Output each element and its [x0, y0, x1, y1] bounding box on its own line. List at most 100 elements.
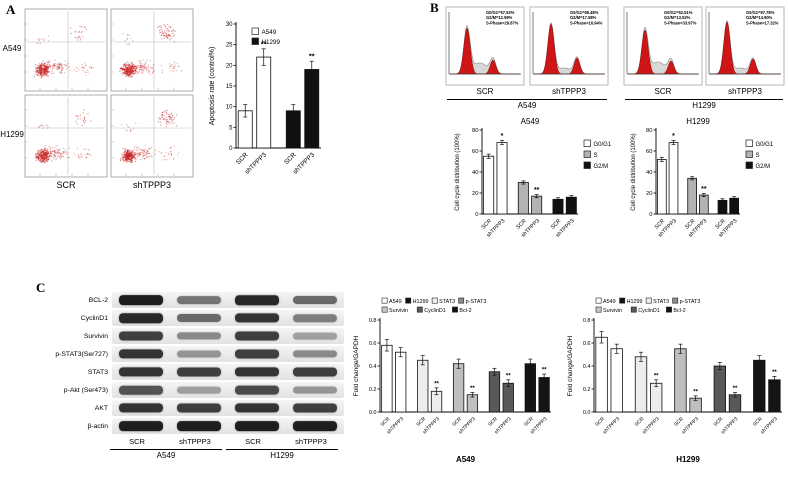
- svg-text:G2/M=14.90%: G2/M=14.90%: [746, 15, 773, 20]
- svg-text:S: S: [756, 153, 760, 159]
- svg-text:*: *: [672, 133, 675, 140]
- svg-text:STAT3: STAT3: [653, 299, 669, 305]
- blot-group-label-a549: A549: [156, 451, 176, 460]
- panel-a-label: A: [6, 2, 16, 17]
- panel-c-label: C: [36, 280, 46, 295]
- blot-band: [235, 349, 279, 359]
- blot-row: BCL-2: [48, 291, 344, 309]
- blot-band: [177, 386, 221, 394]
- svg-text:**: **: [772, 370, 777, 376]
- svg-text:S-Phase=33.97%: S-Phase=33.97%: [664, 20, 697, 25]
- svg-text:**: **: [261, 39, 267, 48]
- svg-text:40: 40: [472, 170, 478, 176]
- svg-text:**: **: [506, 373, 511, 379]
- col-label-shtppp3: shTPPP3: [132, 180, 172, 190]
- svg-text:Apoptosis rate (control%): Apoptosis rate (control%): [209, 47, 216, 126]
- blot-strip: [112, 310, 344, 326]
- blot-row: p-STAT3(Ser727): [48, 345, 344, 363]
- svg-text:**: **: [309, 52, 315, 61]
- svg-text:STAT3: STAT3: [439, 299, 455, 305]
- blot-row: Survivin: [48, 327, 344, 345]
- lane-label-scr-1: SCR: [129, 437, 145, 446]
- svg-text:shTPPP3: shTPPP3: [760, 416, 779, 435]
- svg-text:10: 10: [226, 105, 233, 111]
- cellcycle-histogram-h1299-scr: G0/G1=52.51%G2/M=13.52%S-Phase=33.97%: [623, 6, 703, 86]
- blot-band: [293, 314, 337, 322]
- svg-text:S-Phase=16.94%: S-Phase=16.94%: [570, 20, 603, 25]
- lane-label-shtppp3-1: shTPPP3: [179, 437, 211, 446]
- blot-row: AKT: [48, 399, 344, 417]
- blot-band: [293, 421, 337, 431]
- svg-text:H1299: H1299: [413, 299, 429, 305]
- svg-text:0: 0: [649, 212, 652, 218]
- svg-text:SCR: SCR: [451, 416, 463, 428]
- blot-strip: [112, 346, 344, 362]
- blot-row-label: CyclinD1: [80, 314, 108, 322]
- svg-text:A549: A549: [603, 299, 616, 305]
- svg-text:G0/G1=67.78%: G0/G1=67.78%: [746, 10, 775, 15]
- svg-text:SCR: SCR: [752, 416, 764, 428]
- hist-label-shtppp3-1: shTPPP3: [552, 87, 586, 96]
- svg-text:20: 20: [646, 191, 652, 197]
- blot-band: [119, 331, 163, 341]
- svg-text:60: 60: [646, 149, 652, 155]
- cellcycle-histogram-a549-scr: G0/G1=57.53%G2/M=12.59%S-Phase=29.87%: [445, 6, 525, 86]
- svg-text:Cell cycle distribution (100%): Cell cycle distribution (100%): [455, 133, 461, 210]
- svg-text:**: **: [434, 381, 439, 387]
- svg-text:0.4: 0.4: [583, 364, 591, 370]
- blot-band: [293, 403, 337, 413]
- svg-text:**: **: [470, 386, 475, 392]
- blot-band: [119, 295, 163, 305]
- svg-text:SCR: SCR: [415, 416, 427, 428]
- svg-text:H1299: H1299: [686, 117, 710, 126]
- svg-text:0.2: 0.2: [369, 387, 377, 393]
- svg-text:SCR: SCR: [673, 416, 685, 428]
- blot-band: [177, 367, 221, 377]
- svg-text:A549: A549: [521, 117, 540, 126]
- svg-text:CyclinD1: CyclinD1: [638, 308, 660, 314]
- blot-strip: [112, 382, 344, 398]
- blot-band: [235, 367, 279, 377]
- svg-text:0.2: 0.2: [583, 387, 591, 393]
- blot-band: [119, 313, 163, 323]
- svg-text:Survivin: Survivin: [603, 308, 622, 314]
- blot-band: [119, 385, 163, 395]
- svg-text:5: 5: [229, 125, 233, 131]
- blot-row: CyclinD1: [48, 309, 344, 327]
- svg-text:p-STAT3: p-STAT3: [466, 299, 487, 305]
- svg-text:15: 15: [226, 84, 233, 90]
- blot-group-line-a549: [110, 449, 222, 450]
- group-line-a549: [447, 99, 607, 100]
- lane-label-scr-2: SCR: [245, 437, 261, 446]
- svg-text:G0/G1=57.53%: G0/G1=57.53%: [486, 10, 515, 15]
- svg-text:H1299: H1299: [676, 455, 700, 464]
- blot-strip: [112, 400, 344, 416]
- row-label-h1299: H1299: [0, 130, 24, 139]
- svg-text:G0/G1: G0/G1: [594, 142, 612, 148]
- svg-text:SCR: SCR: [594, 416, 606, 428]
- svg-text:**: **: [701, 186, 707, 193]
- blot-row-label: AKT: [94, 404, 108, 412]
- svg-text:20: 20: [226, 63, 233, 69]
- blot-band: [177, 296, 221, 304]
- svg-text:CyclinD1: CyclinD1: [424, 308, 446, 314]
- svg-text:S-Phase=17.32%: S-Phase=17.32%: [746, 20, 779, 25]
- row-label-a549: A549: [2, 44, 22, 53]
- group-label-a549: A549: [517, 101, 537, 110]
- svg-text:25: 25: [226, 43, 233, 49]
- blot-band: [235, 385, 279, 395]
- svg-text:Bcl-2: Bcl-2: [673, 308, 685, 314]
- svg-text:0.8: 0.8: [369, 318, 377, 324]
- hist-label-shtppp3-2: shTPPP3: [728, 87, 762, 96]
- blot-group-label-h1299: H1299: [270, 451, 294, 460]
- svg-text:Fold change/GAPDH: Fold change/GAPDH: [567, 335, 574, 396]
- blot-band: [293, 332, 337, 340]
- svg-text:G0/G1=52.51%: G0/G1=52.51%: [664, 10, 693, 15]
- svg-text:**: **: [654, 373, 659, 379]
- svg-text:0.6: 0.6: [583, 341, 591, 347]
- svg-text:G2/M=13.52%: G2/M=13.52%: [664, 15, 691, 20]
- svg-text:S: S: [594, 153, 598, 159]
